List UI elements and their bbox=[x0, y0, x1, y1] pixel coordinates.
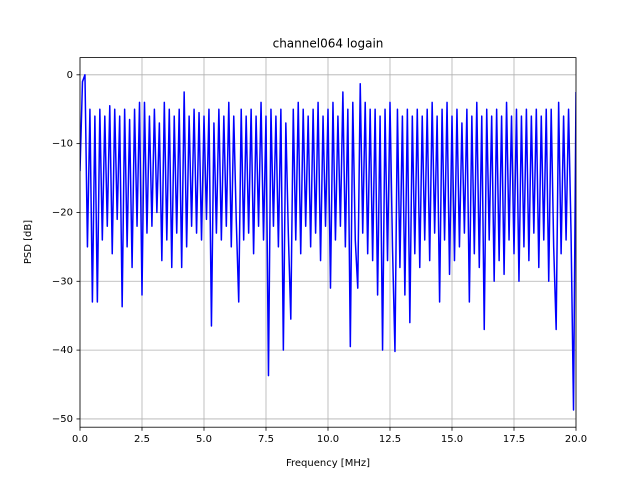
y-axis-label: PSD [dB] bbox=[23, 220, 34, 264]
y-tick-label: −20 bbox=[52, 207, 73, 218]
x-tick-label: 17.5 bbox=[503, 434, 525, 445]
x-tick-label: 20.0 bbox=[565, 434, 587, 445]
y-tick-label: 0 bbox=[67, 70, 73, 81]
x-tick-label: 2.5 bbox=[134, 434, 150, 445]
x-tick-label: 7.5 bbox=[258, 434, 274, 445]
plot-area bbox=[80, 74, 576, 411]
x-tick-label: 12.5 bbox=[379, 434, 401, 445]
x-tick-label: 15.0 bbox=[441, 434, 463, 445]
chart-title: channel064 logain bbox=[273, 37, 384, 51]
y-tick-label: −40 bbox=[52, 345, 73, 356]
y-tick-label: −10 bbox=[52, 139, 73, 150]
psd-line bbox=[80, 74, 576, 411]
y-tick-label: −50 bbox=[52, 414, 73, 425]
x-tick-label: 5.0 bbox=[196, 434, 212, 445]
ticks: 0.0 2.5 5.0 7.5 10.0 12.5 15.0 17.5 20.0 0 −10 −20 −… bbox=[52, 70, 587, 445]
x-axis-label: Frequency [MHz] bbox=[286, 458, 370, 469]
x-tick-label: 0.0 bbox=[72, 434, 88, 445]
x-tick-label: 10.0 bbox=[317, 434, 339, 445]
y-tick-label: −30 bbox=[52, 276, 73, 287]
